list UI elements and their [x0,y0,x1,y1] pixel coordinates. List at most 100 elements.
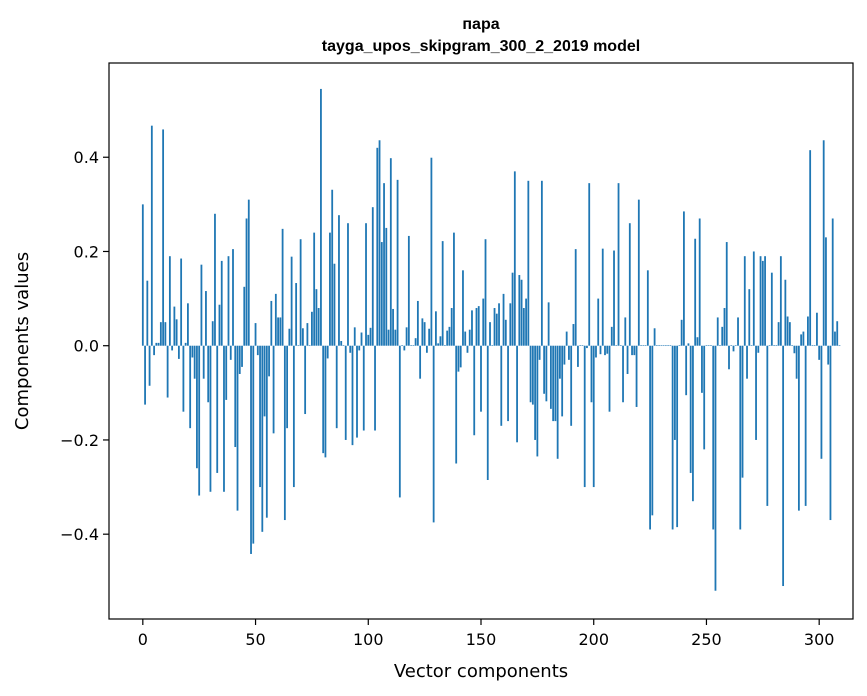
x-tick-label: 150 [466,630,497,649]
bar-component-142 [462,270,464,346]
bar-component-87 [338,215,340,346]
bar-component-287 [788,322,791,346]
bar-component-234 [669,345,672,347]
bar-component-76 [313,232,316,346]
bar-component-123 [419,345,422,379]
bar-component-112 [394,329,397,346]
bar-component-171 [527,180,530,346]
bar-component-281 [775,345,778,347]
bar-component-129 [432,345,435,523]
bar-component-64 [286,345,289,429]
bar-component-191 [572,324,575,346]
bar-component-289 [793,345,796,354]
bar-component-51 [256,345,259,356]
bar-component-61 [279,317,282,346]
bar-component-57 [270,300,273,346]
bar-component-4 [150,125,153,346]
bar-component-18 [182,345,185,412]
bar-component-162 [507,345,509,422]
bar-component-233 [667,345,670,347]
bar-component-157 [495,313,498,346]
bar-component-241 [685,345,688,396]
bar-component-223 [644,345,647,347]
bar-component-224 [646,270,649,346]
bar-component-79 [320,88,322,346]
bar-component-231 [662,345,665,347]
y-tick-label: −0.2 [60,431,99,450]
bar-component-152 [484,239,487,346]
bar-component-80 [322,345,325,454]
bar-component-290 [795,345,798,379]
bar-component-93 [351,345,354,446]
bar-component-124 [421,318,424,346]
bar-component-151 [482,298,485,346]
x-tick-label: 250 [691,630,722,649]
bar-component-179 [545,345,548,402]
bar-component-75 [311,311,313,346]
bar-component-1 [144,345,146,405]
bar-component-255 [716,317,719,346]
bar-component-232 [664,345,667,347]
bar-component-259 [725,242,728,346]
bar-component-246 [696,337,699,346]
bar-component-218 [633,345,636,356]
bar-component-237 [676,345,679,528]
bar-component-193 [577,345,579,367]
y-axis-label: Components values [12,252,33,430]
bar-component-89 [342,345,345,347]
bar-component-31 [211,321,214,346]
bar-component-254 [714,345,717,591]
bar-component-270 [750,345,753,347]
bar-component-121 [414,338,417,346]
bar-component-107 [383,183,385,346]
bar-component-302 [822,140,825,346]
bar-component-78 [317,308,320,346]
bar-component-3 [148,345,151,386]
bar-component-67 [292,345,295,488]
bar-component-81 [324,345,327,458]
x-tick-label: 50 [245,630,265,649]
bar-component-45 [243,286,246,346]
bar-component-141 [459,345,462,368]
bar-component-39 [229,345,232,360]
bar-component-108 [385,227,388,346]
bar-component-197 [586,345,588,349]
bar-component-205 [604,345,606,356]
bar-component-49 [252,345,255,544]
bar-component-185 [559,345,561,379]
bar-component-304 [827,345,830,365]
bar-component-228 [655,345,658,347]
bar-component-250 [705,345,708,347]
bar-component-40 [232,249,234,346]
bar-component-153 [486,345,489,480]
bar-component-180 [547,302,550,346]
bar-component-192 [574,249,577,346]
bar-component-66 [290,256,293,346]
bar-component-16 [177,345,180,359]
bar-component-114 [398,345,401,498]
bar-component-20 [187,303,189,346]
bar-component-15 [175,319,178,346]
bar-component-208 [610,326,613,346]
bar-component-207 [608,345,611,412]
bar-component-164 [511,272,514,346]
bar-component-221 [640,345,642,347]
bar-component-118 [407,235,410,346]
bar-component-136 [448,326,451,346]
bar-component-143 [464,331,467,346]
bar-component-77 [315,289,318,346]
bar-component-2 [146,280,149,346]
bar-component-274 [759,256,762,346]
bar-component-24 [196,345,198,469]
bar-component-32 [214,213,216,346]
bar-component-239 [680,319,683,346]
bar-component-285 [784,279,787,346]
bar-component-140 [457,345,460,372]
bar-component-34 [218,304,221,346]
bar-component-306 [831,218,834,346]
bar-component-111 [392,308,394,346]
bar-component-50 [254,323,257,346]
bar-component-82 [326,345,329,359]
bar-component-296 [809,150,812,346]
bar-component-169 [522,308,525,346]
